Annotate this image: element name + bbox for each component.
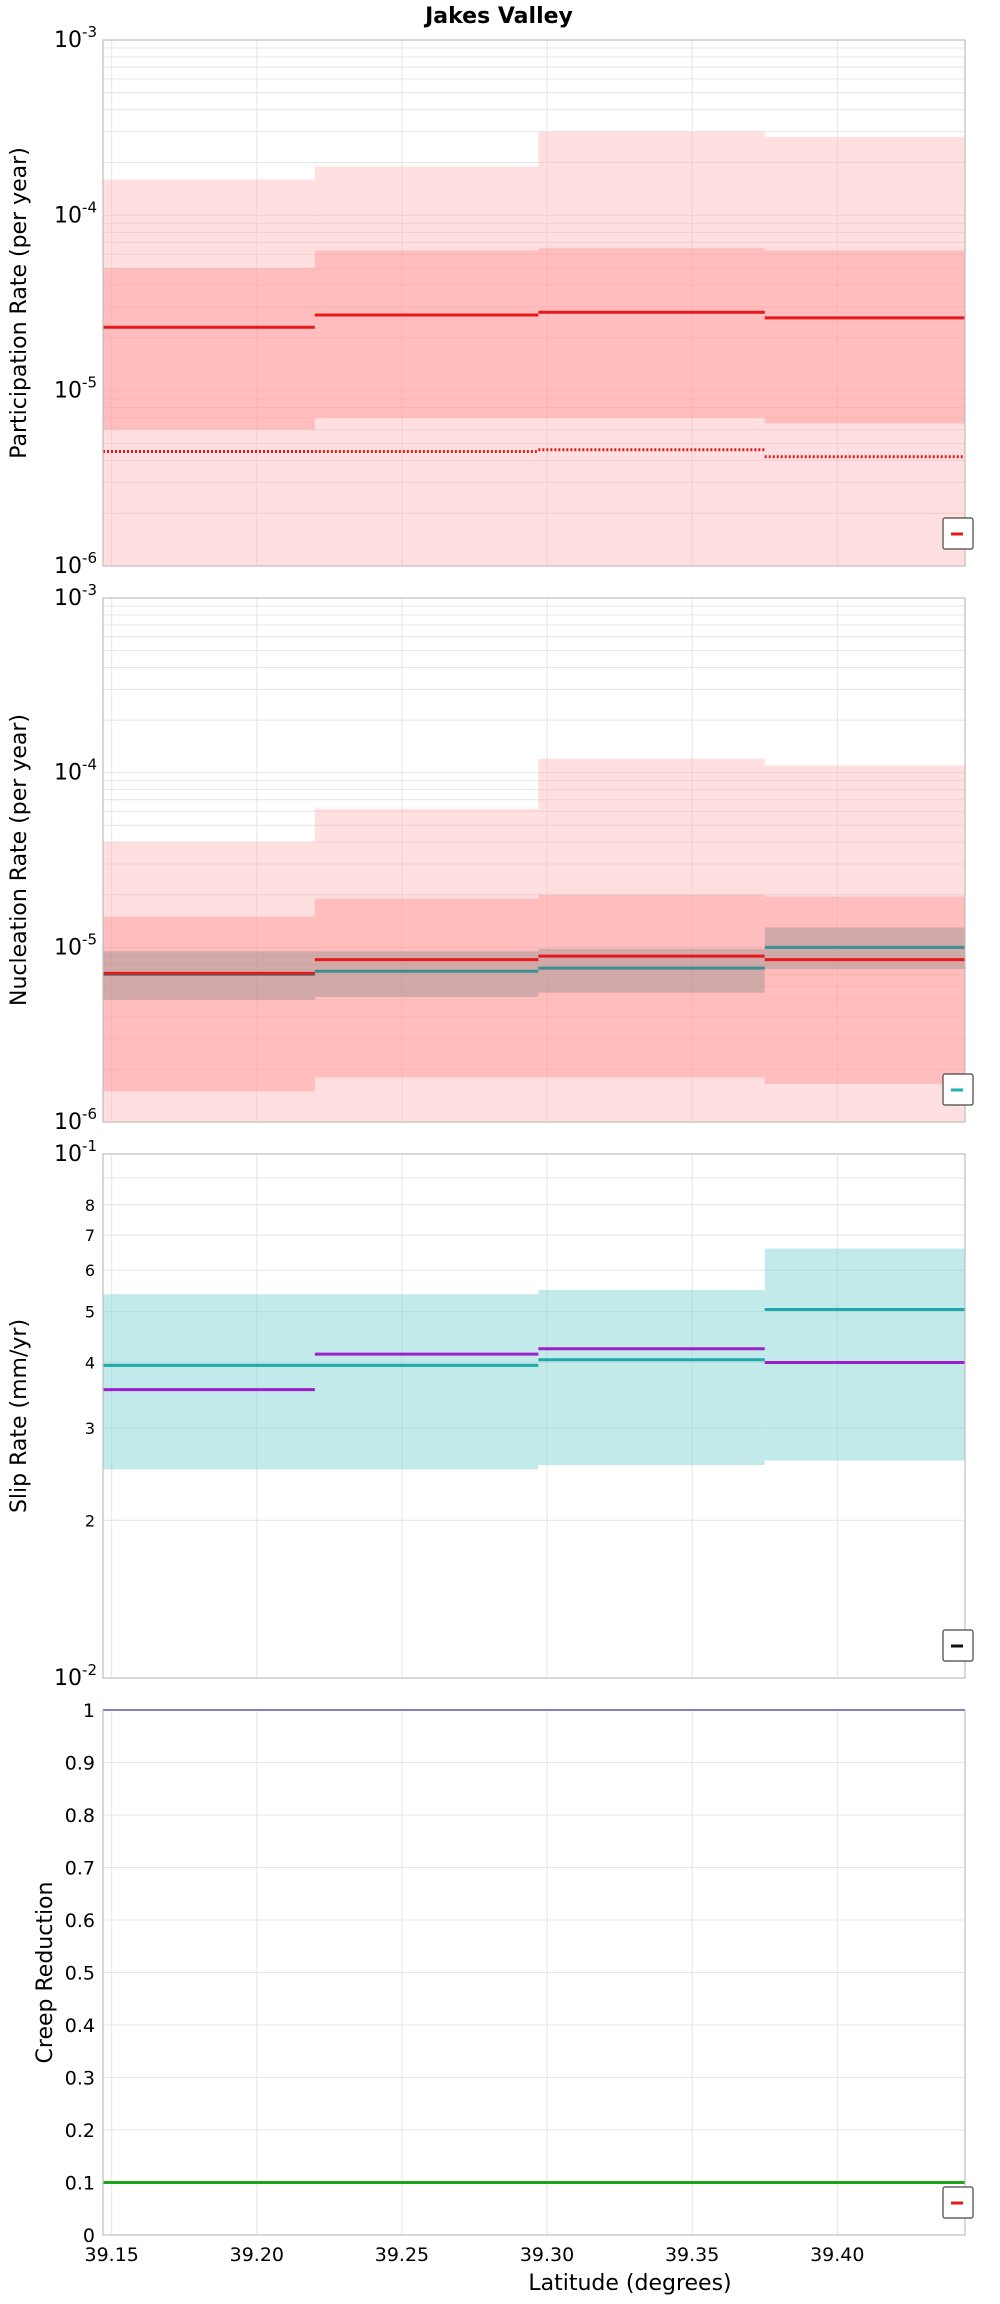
participation-y-tick-label: 10-6: [54, 549, 97, 579]
nucleation-plot-frame: [102, 597, 966, 1123]
participation-band-1-segment: [103, 268, 315, 430]
participation-band-1-segment: [314, 250, 539, 418]
nucleation-y-tick-label: 10-5: [54, 930, 97, 960]
nucleation-band-2-segment: [314, 951, 539, 997]
slip-y-tick-label: 10-1: [54, 1137, 97, 1167]
slip-band-0-segment: [538, 1290, 765, 1465]
nucleation-band-1-segment: [103, 916, 315, 1092]
creep-y-tick-label: 0.7: [65, 1858, 95, 1880]
nucleation-y-tick-label: 10-3: [54, 581, 97, 611]
x-axis-label: Latitude (degrees): [528, 2271, 731, 2296]
chart-title: Jakes Valley: [423, 4, 573, 29]
participation-band-0-segment: [314, 166, 539, 566]
slip-y-minor-tick-label: 6: [85, 1261, 95, 1280]
slip-y-minor-tick-label: 7: [85, 1226, 95, 1245]
slip-y-axis-label: Slip Rate (mm/yr): [7, 1319, 32, 1513]
slip-y-minor-tick-label: 8: [85, 1196, 95, 1215]
participation-y-tick-label: 10-5: [54, 374, 97, 404]
x-tick-label: 39.15: [85, 2244, 139, 2266]
slip-plot-frame: [102, 1153, 966, 1679]
creep-y-tick-label: 0.4: [65, 2015, 95, 2037]
slip-band-0-segment: [314, 1294, 539, 1470]
participation-band-0-segment: [103, 179, 315, 566]
slip-band-0-segment: [764, 1248, 965, 1461]
nucleation-band-1-segment: [314, 898, 539, 1078]
creep-y-tick-label: 0.2: [65, 2120, 95, 2142]
creep-y-tick-label: 0.1: [65, 2173, 95, 2195]
x-tick-label: 39.20: [230, 2244, 284, 2266]
creep-y-tick-label: 0.3: [65, 2068, 95, 2090]
creep-y-tick-label: 0.8: [65, 1805, 95, 1827]
x-tick-label: 39.30: [520, 2244, 574, 2266]
participation-band-0-segment: [764, 136, 965, 566]
creep-y-tick-label: 0: [83, 2225, 95, 2247]
nucleation-band-0-segment: [538, 758, 765, 1122]
slip-y-minor-tick-label: 2: [85, 1511, 95, 1530]
slip-y-tick-label: 10-2: [54, 1661, 97, 1691]
participation-y-axis-label: Participation Rate (per year): [7, 147, 32, 459]
x-tick-label: 39.40: [810, 2244, 864, 2266]
participation-band-0-segment: [538, 131, 765, 566]
nucleation-band-0-segment: [314, 808, 539, 1122]
nucleation-band-0-segment: [764, 765, 965, 1122]
creep-y-tick-label: 0.6: [65, 1910, 95, 1932]
creep-y-tick-label: 0.5: [65, 1963, 95, 1985]
slip-y-minor-tick-label: 3: [85, 1419, 95, 1438]
participation-y-tick-label: 10-3: [54, 23, 97, 53]
nucleation-y-tick-label: 10-4: [54, 756, 97, 786]
nucleation-y-tick-label: 10-6: [54, 1105, 97, 1135]
x-tick-label: 39.35: [665, 2244, 719, 2266]
participation-y-tick-label: 10-4: [54, 198, 97, 228]
participation-band-1-segment: [538, 248, 765, 418]
slip-y-minor-tick-label: 4: [85, 1354, 95, 1373]
slip-band-0-segment: [103, 1294, 315, 1470]
slip-y-minor-tick-label: 5: [85, 1303, 95, 1322]
nucleation-band-1-segment: [538, 894, 765, 1078]
creep-y-axis-label: Creep Reduction: [33, 1882, 58, 2064]
x-tick-label: 39.25: [375, 2244, 429, 2266]
nucleation-y-axis-label: Nucleation Rate (per year): [7, 714, 32, 1006]
creep-y-tick-label: 1: [83, 1700, 95, 1722]
creep-y-tick-label: 0.9: [65, 1753, 95, 1775]
nucleation-band-1-segment: [764, 896, 965, 1085]
participation-plot-frame: [102, 39, 966, 567]
participation-band-1-segment: [764, 250, 965, 424]
creep-plot-frame: [102, 1709, 966, 2236]
nucleation-band-0-segment: [103, 842, 315, 1122]
